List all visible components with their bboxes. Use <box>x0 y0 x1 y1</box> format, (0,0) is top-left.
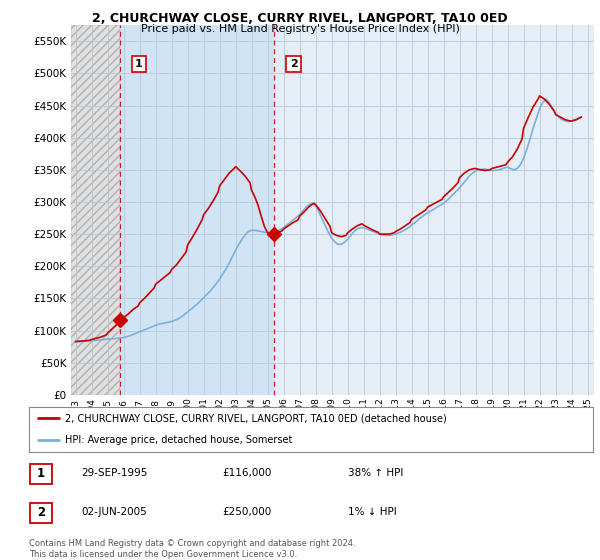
Text: 2, CHURCHWAY CLOSE, CURRY RIVEL, LANGPORT, TA10 0ED (detached house): 2, CHURCHWAY CLOSE, CURRY RIVEL, LANGPOR… <box>65 413 447 423</box>
Bar <box>119 25 274 395</box>
Bar <box>274 25 594 395</box>
Text: £116,000: £116,000 <box>222 468 271 478</box>
Text: 1% ↓ HPI: 1% ↓ HPI <box>348 507 397 517</box>
Text: 2, CHURCHWAY CLOSE, CURRY RIVEL, LANGPORT, TA10 0ED: 2, CHURCHWAY CLOSE, CURRY RIVEL, LANGPOR… <box>92 12 508 25</box>
Text: 1: 1 <box>135 59 143 69</box>
Text: £250,000: £250,000 <box>222 507 271 517</box>
Text: 02-JUN-2005: 02-JUN-2005 <box>81 507 147 517</box>
Text: HPI: Average price, detached house, Somerset: HPI: Average price, detached house, Some… <box>65 435 293 445</box>
Text: Contains HM Land Registry data © Crown copyright and database right 2024.
This d: Contains HM Land Registry data © Crown c… <box>29 539 355 559</box>
Text: Price paid vs. HM Land Registry's House Price Index (HPI): Price paid vs. HM Land Registry's House … <box>140 24 460 34</box>
Bar <box>71 25 119 395</box>
Text: 29-SEP-1995: 29-SEP-1995 <box>81 468 148 478</box>
Text: 1: 1 <box>37 467 45 480</box>
Text: 2: 2 <box>37 506 45 520</box>
Text: 2: 2 <box>290 59 298 69</box>
Bar <box>71 25 119 395</box>
Text: 38% ↑ HPI: 38% ↑ HPI <box>348 468 403 478</box>
